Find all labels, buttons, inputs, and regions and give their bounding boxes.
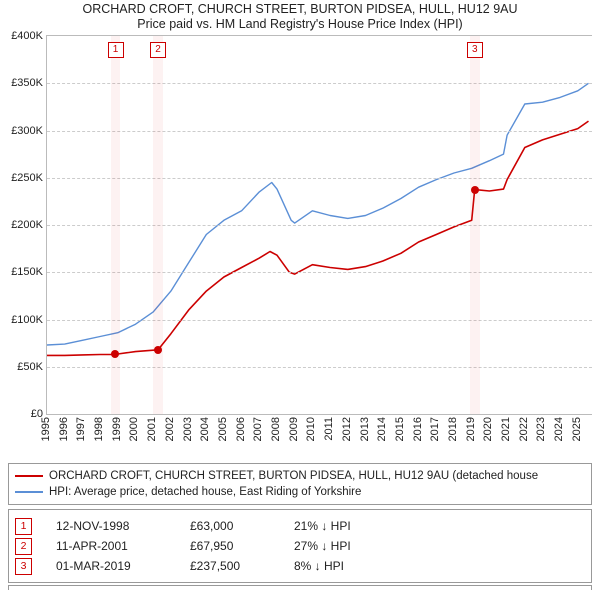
event-price: £63,000	[190, 516, 270, 536]
event-row: 2 11-APR-2001 £67,950 27% ↓ HPI	[15, 536, 585, 556]
event-diff: 27% ↓ HPI	[294, 536, 351, 556]
event-row: 1 12-NOV-1998 £63,000 21% ↓ HPI	[15, 516, 585, 536]
event-marker-box: 2	[150, 42, 166, 58]
plot-region: £0£50K£100K£150K£200K£250K£300K£350K£400…	[46, 35, 592, 415]
legend: ORCHARD CROFT, CHURCH STREET, BURTON PID…	[8, 463, 592, 505]
chart-area: £0£50K£100K£150K£200K£250K£300K£350K£400…	[46, 35, 592, 415]
event-marker: 2	[15, 538, 32, 555]
x-tick-label: 1995	[40, 417, 52, 441]
event-diff: 21% ↓ HPI	[294, 516, 351, 536]
x-tick-label: 2010	[305, 417, 317, 441]
x-tick-label: 2022	[518, 417, 530, 441]
x-tick-label: 2019	[465, 417, 477, 441]
y-tick-label: £150K	[11, 266, 47, 278]
x-tick-label: 2020	[482, 417, 494, 441]
event-marker-box: 3	[467, 42, 483, 58]
x-tick-label: 2002	[164, 417, 176, 441]
x-tick-label: 2006	[235, 417, 247, 441]
y-tick-label: £250K	[11, 172, 47, 184]
chart-title: ORCHARD CROFT, CHURCH STREET, BURTON PID…	[0, 2, 600, 16]
event-date: 11-APR-2001	[56, 536, 166, 556]
x-tick-label: 2003	[182, 417, 194, 441]
legend-item-hpi: HPI: Average price, detached house, East…	[15, 484, 585, 500]
y-tick-label: £350K	[11, 77, 47, 89]
x-tick-label: 2008	[270, 417, 282, 441]
x-tick-label: 1996	[58, 417, 70, 441]
event-band	[470, 36, 480, 414]
event-band	[153, 36, 163, 414]
x-tick-label: 2024	[553, 417, 565, 441]
x-tick-label: 1998	[93, 417, 105, 441]
x-tick-label: 2004	[199, 417, 211, 441]
event-date: 12-NOV-1998	[56, 516, 166, 536]
y-tick-label: £300K	[11, 125, 47, 137]
footer-attribution: Contains HM Land Registry data © Crown c…	[8, 585, 592, 590]
x-tick-label: 2009	[288, 417, 300, 441]
legend-item-price-paid: ORCHARD CROFT, CHURCH STREET, BURTON PID…	[15, 468, 585, 484]
x-tick-label: 2014	[376, 417, 388, 441]
x-tick-label: 2015	[394, 417, 406, 441]
x-tick-label: 2012	[341, 417, 353, 441]
legend-label: HPI: Average price, detached house, East…	[49, 484, 361, 500]
x-tick-label: 2005	[217, 417, 229, 441]
event-date: 01-MAR-2019	[56, 556, 166, 576]
event-price: £67,950	[190, 536, 270, 556]
event-marker: 3	[15, 558, 32, 575]
event-dot	[111, 350, 119, 358]
y-tick-label: £100K	[11, 314, 47, 326]
legend-label: ORCHARD CROFT, CHURCH STREET, BURTON PID…	[49, 468, 538, 484]
y-tick-label: £50K	[17, 361, 47, 373]
y-tick-label: £400K	[11, 30, 47, 42]
event-diff: 8% ↓ HPI	[294, 556, 344, 576]
event-dot	[471, 186, 479, 194]
event-marker-box: 1	[108, 42, 124, 58]
event-dot	[154, 346, 162, 354]
event-marker: 1	[15, 518, 32, 535]
x-tick-label: 2000	[128, 417, 140, 441]
x-tick-label: 2025	[571, 417, 583, 441]
x-tick-label: 1999	[111, 417, 123, 441]
chart-subtitle: Price paid vs. HM Land Registry's House …	[0, 17, 600, 31]
event-price: £237,500	[190, 556, 270, 576]
page: ORCHARD CROFT, CHURCH STREET, BURTON PID…	[0, 0, 600, 590]
x-axis-labels: 1995199619971998199920002001200220032004…	[46, 415, 592, 459]
legend-swatch	[15, 491, 43, 493]
x-tick-label: 2011	[323, 417, 335, 441]
x-tick-label: 2021	[500, 417, 512, 441]
legend-swatch	[15, 475, 43, 477]
x-tick-label: 2013	[359, 417, 371, 441]
events-table: 1 12-NOV-1998 £63,000 21% ↓ HPI 2 11-APR…	[8, 509, 592, 583]
x-tick-label: 2023	[535, 417, 547, 441]
x-tick-label: 2017	[429, 417, 441, 441]
x-tick-label: 2007	[252, 417, 264, 441]
x-tick-label: 2018	[447, 417, 459, 441]
y-tick-label: £200K	[11, 219, 47, 231]
event-row: 3 01-MAR-2019 £237,500 8% ↓ HPI	[15, 556, 585, 576]
x-tick-label: 2016	[412, 417, 424, 441]
x-tick-label: 1997	[75, 417, 87, 441]
x-tick-label: 2001	[146, 417, 158, 441]
